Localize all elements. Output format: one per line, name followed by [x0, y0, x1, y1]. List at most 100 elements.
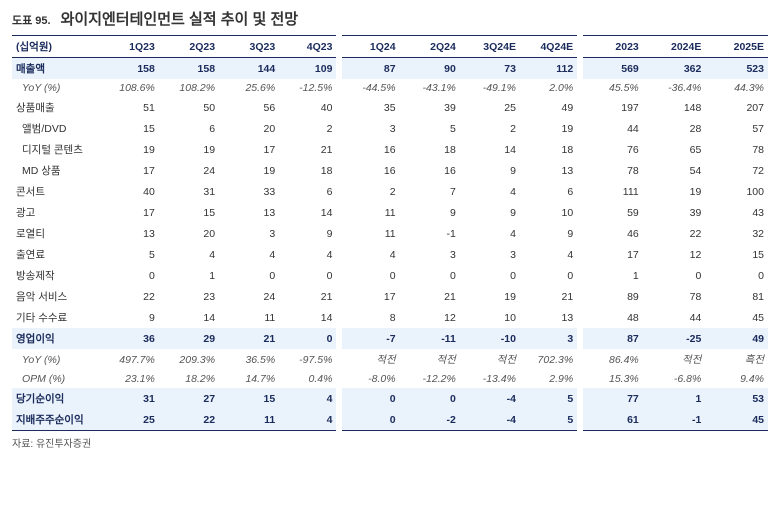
cell: 12 — [400, 307, 460, 328]
cell: 4 — [460, 223, 520, 244]
cell: 22 — [159, 409, 219, 431]
cell: 9 — [99, 307, 159, 328]
cell: 25 — [99, 409, 159, 431]
cell: 111 — [580, 181, 643, 202]
row-label: 앨범/DVD — [12, 118, 99, 139]
table-row: 지배주주순이익25221140-2-4561-145 — [12, 409, 768, 431]
cell: 11 — [219, 307, 279, 328]
cell: 6 — [159, 118, 219, 139]
cell: 13 — [99, 223, 159, 244]
cell: 0 — [219, 265, 279, 286]
cell: 15 — [219, 388, 279, 409]
cell: 14.7% — [219, 370, 279, 388]
table-row: YoY (%)497.7%209.3%36.5%-97.5%적전적전적전702.… — [12, 349, 768, 370]
table-title: 와이지엔터테인먼트 실적 추이 및 전망 — [61, 8, 298, 29]
cell: 4 — [460, 181, 520, 202]
cell: 19 — [460, 286, 520, 307]
cell: 36.5% — [219, 349, 279, 370]
row-label: MD 상품 — [12, 160, 99, 181]
cell: 35 — [339, 97, 399, 118]
cell: 13 — [520, 160, 580, 181]
cell: 523 — [705, 58, 768, 80]
cell: 209.3% — [159, 349, 219, 370]
cell: 15.3% — [580, 370, 643, 388]
table-row: MD 상품172419181616913785472 — [12, 160, 768, 181]
cell: 5 — [99, 244, 159, 265]
cell: 19 — [219, 160, 279, 181]
cell: 14 — [279, 307, 339, 328]
col-header: 2Q24 — [400, 36, 460, 58]
cell: 3 — [339, 118, 399, 139]
cell: 4 — [279, 244, 339, 265]
cell: 87 — [580, 328, 643, 349]
cell: 0 — [339, 265, 399, 286]
cell: 0 — [279, 328, 339, 349]
cell: 39 — [643, 202, 706, 223]
cell: 25 — [460, 97, 520, 118]
row-label: 지배주주순이익 — [12, 409, 99, 431]
cell: 61 — [580, 409, 643, 431]
cell: 14 — [159, 307, 219, 328]
cell: 73 — [460, 58, 520, 80]
cell: 24 — [219, 286, 279, 307]
cell: 0 — [400, 265, 460, 286]
cell: 50 — [159, 97, 219, 118]
cell: 33 — [219, 181, 279, 202]
cell: 4 — [339, 244, 399, 265]
cell: 100 — [705, 181, 768, 202]
cell: 17 — [99, 160, 159, 181]
row-label: YoY (%) — [12, 79, 99, 97]
cell: 17 — [580, 244, 643, 265]
cell: 362 — [643, 58, 706, 80]
cell: -4 — [460, 409, 520, 431]
cell: 497.7% — [99, 349, 159, 370]
cell: 28 — [643, 118, 706, 139]
cell: -1 — [400, 223, 460, 244]
cell: 158 — [99, 58, 159, 80]
cell: 20 — [159, 223, 219, 244]
cell: 44 — [643, 307, 706, 328]
cell: 197 — [580, 97, 643, 118]
cell: 5 — [520, 409, 580, 431]
cell: 44 — [580, 118, 643, 139]
cell: -8.0% — [339, 370, 399, 388]
cell: 4 — [279, 409, 339, 431]
cell: 15 — [99, 118, 159, 139]
table-row: 방송제작01000000100 — [12, 265, 768, 286]
cell: 11 — [219, 409, 279, 431]
cell: 17 — [339, 286, 399, 307]
col-header: 3Q23 — [219, 36, 279, 58]
cell: 11 — [339, 202, 399, 223]
cell: 3 — [460, 244, 520, 265]
financial-table: (십억원) 1Q23 2Q23 3Q23 4Q23 1Q24 2Q24 3Q24… — [12, 35, 768, 431]
cell: 9 — [520, 223, 580, 244]
cell: 90 — [400, 58, 460, 80]
col-header: 1Q24 — [339, 36, 399, 58]
cell: 2 — [339, 181, 399, 202]
cell: 4 — [279, 388, 339, 409]
cell: 23.1% — [99, 370, 159, 388]
source-note: 자료: 유진투자증권 — [12, 435, 768, 450]
cell: 49 — [705, 328, 768, 349]
cell: -4 — [460, 388, 520, 409]
cell: 32 — [705, 223, 768, 244]
cell: 43 — [705, 202, 768, 223]
cell: 21 — [520, 286, 580, 307]
table-row: 디지털 콘텐츠1919172116181418766578 — [12, 139, 768, 160]
cell: -43.1% — [400, 79, 460, 97]
cell: 22 — [99, 286, 159, 307]
cell: 108.2% — [159, 79, 219, 97]
cell: 2 — [279, 118, 339, 139]
cell: 9 — [460, 160, 520, 181]
cell: 10 — [460, 307, 520, 328]
cell: 0 — [279, 265, 339, 286]
cell: 11 — [339, 223, 399, 244]
row-label: YoY (%) — [12, 349, 99, 370]
cell: 21 — [219, 328, 279, 349]
header-row: (십억원) 1Q23 2Q23 3Q23 4Q23 1Q24 2Q24 3Q24… — [12, 36, 768, 58]
cell: 9 — [279, 223, 339, 244]
cell: 72 — [705, 160, 768, 181]
table-row: 당기순이익312715400-4577153 — [12, 388, 768, 409]
cell: 89 — [580, 286, 643, 307]
table-row: 영업이익3629210-7-11-10387-2549 — [12, 328, 768, 349]
